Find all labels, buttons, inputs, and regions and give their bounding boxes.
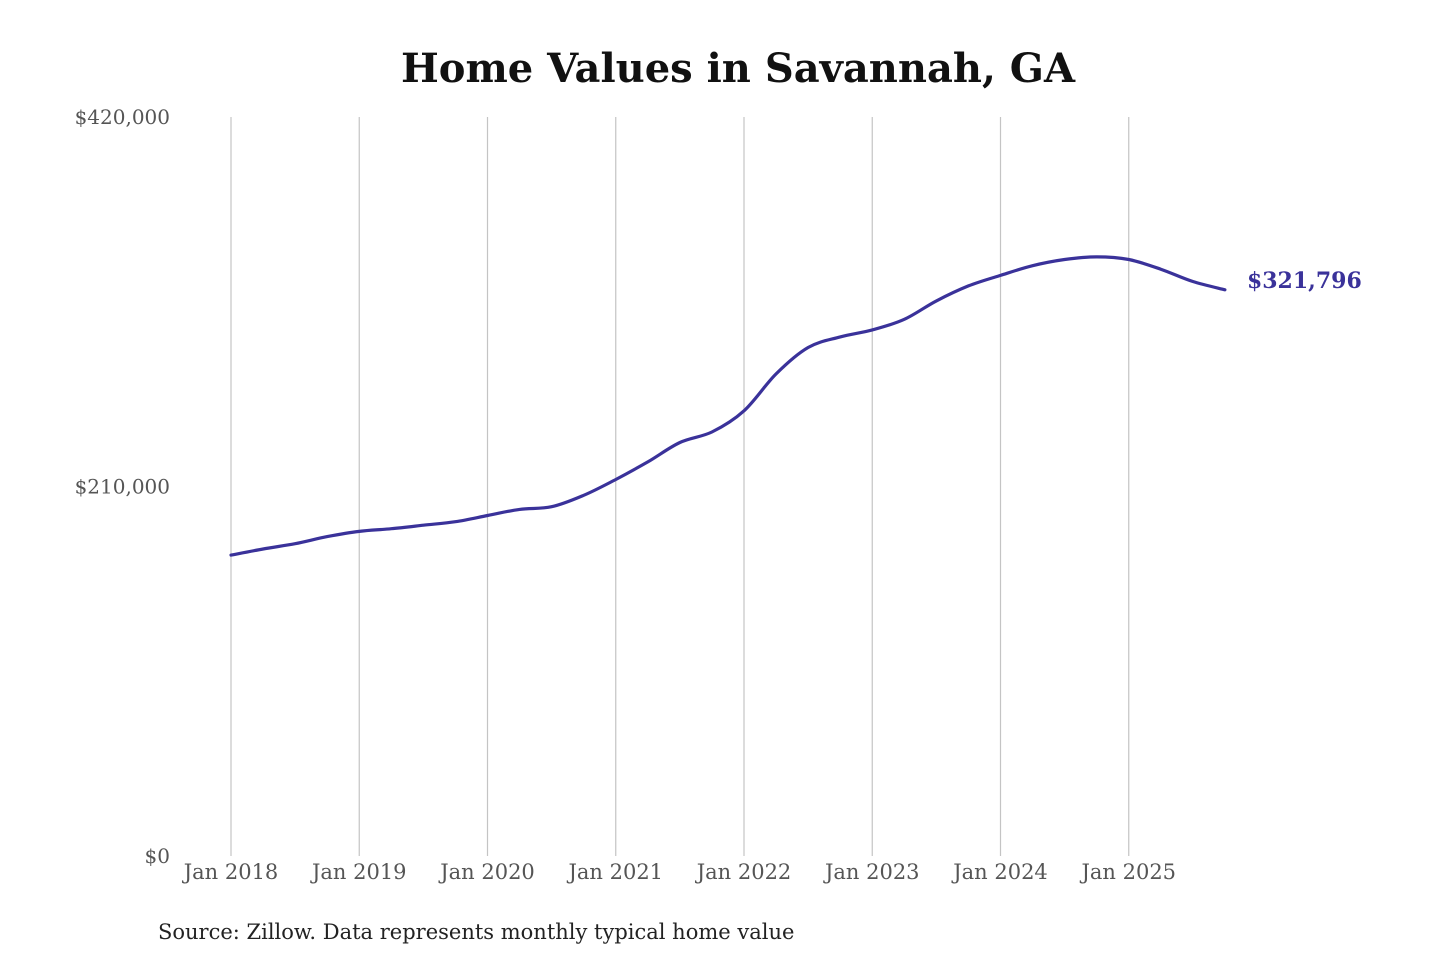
x-tick-label: Jan 2018 (182, 860, 279, 884)
x-tick-label: Jan 2024 (951, 860, 1048, 884)
x-tick-label: Jan 2023 (823, 860, 920, 884)
x-axis-tick-labels: Jan 2018 Jan 2019 Jan 2020 Jan 2021 Jan 2022… (182, 860, 1176, 884)
y-tick-label: $0 (145, 844, 170, 868)
x-tick-label: Jan 2022 (695, 860, 792, 884)
x-tick-label: Jan 2021 (566, 860, 663, 884)
x-tick-label: Jan 2025 (1079, 860, 1176, 884)
x-tick-label: Jan 2020 (438, 860, 535, 884)
end-value-label: $321,796 (1247, 268, 1362, 294)
y-axis-tick-labels: $0 $210,000 $420,000 (75, 105, 170, 868)
series-layer: $321,796 (229, 255, 1362, 557)
y-tick-label: $420,000 (75, 105, 170, 129)
grid-lines (230, 117, 1130, 856)
home-value-line (229, 255, 1227, 557)
source-note: Source: Zillow. Data represents monthly … (158, 920, 794, 944)
chart-title: Home Values in Savannah, GA (401, 45, 1076, 92)
y-tick-label: $210,000 (75, 475, 170, 499)
x-tick-label: Jan 2019 (310, 860, 407, 884)
